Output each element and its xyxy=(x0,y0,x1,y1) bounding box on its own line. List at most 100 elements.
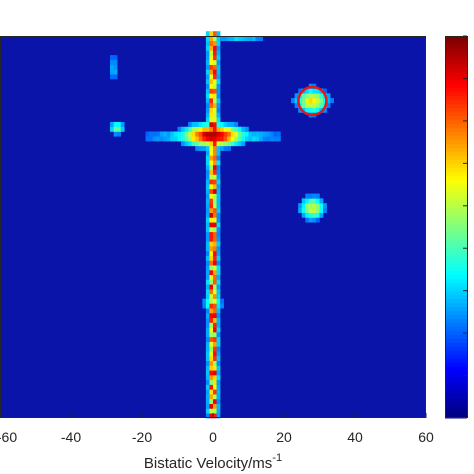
heatmap-cell xyxy=(305,102,310,108)
colorbar-segment xyxy=(445,171,467,176)
heatmap-cell xyxy=(181,131,185,137)
heatmap-cell xyxy=(241,131,246,137)
heatmap-cell xyxy=(205,265,210,271)
heatmap-cell xyxy=(205,236,210,242)
colorbar-segment xyxy=(445,306,467,312)
heatmap-cell xyxy=(216,102,221,108)
heatmap-cell xyxy=(262,131,267,137)
heatmap-cell xyxy=(110,126,114,132)
heatmap-cell xyxy=(110,74,114,80)
heatmap-cell xyxy=(205,398,210,404)
heatmap-cell xyxy=(216,360,221,366)
colorbar-segment xyxy=(445,278,467,284)
colorbar-segment xyxy=(445,135,467,140)
heatmap-cell xyxy=(177,136,182,142)
heatmap-cell xyxy=(209,360,214,366)
heatmap-cell xyxy=(209,370,214,376)
colorbar-segment xyxy=(445,266,467,272)
heatmap-cell xyxy=(241,136,246,142)
heatmap-cell xyxy=(308,198,313,204)
heatmap-cell xyxy=(209,141,214,147)
heatmap-cell xyxy=(220,126,224,132)
heatmap-cell xyxy=(244,126,249,132)
heatmap-cell xyxy=(205,64,210,70)
heatmap-cell xyxy=(205,375,210,381)
heatmap-cell xyxy=(205,36,210,42)
heatmap-cell xyxy=(301,98,306,104)
heatmap-cell xyxy=(205,274,210,280)
colorbar-segment xyxy=(445,99,467,105)
heatmap-cell xyxy=(213,413,217,419)
colorbar-segment xyxy=(445,290,467,296)
heatmap-cell xyxy=(259,36,263,42)
heatmap-cell xyxy=(323,88,327,94)
heatmap-cell xyxy=(319,102,324,108)
heatmap-cell xyxy=(205,160,210,166)
colorbar-segment xyxy=(445,155,467,160)
colorbar-segment xyxy=(445,163,467,168)
heatmap-cell xyxy=(205,384,210,390)
heatmap-cell xyxy=(209,303,214,309)
heatmap-cell xyxy=(312,212,317,218)
colorbar-segment xyxy=(445,302,467,308)
colorbar-segment xyxy=(445,75,467,81)
heatmap-cell xyxy=(213,59,217,65)
heatmap-cell xyxy=(319,198,324,204)
heatmap-cell xyxy=(205,45,210,51)
heatmap-cell xyxy=(205,184,210,190)
heatmap-cell xyxy=(205,360,210,366)
heatmap-cell xyxy=(198,136,203,142)
heatmap-cell xyxy=(220,145,224,151)
heatmap-cell xyxy=(315,88,320,94)
heatmap-cell xyxy=(202,145,207,151)
colorbar-segment xyxy=(445,107,467,113)
heatmap-cell xyxy=(117,131,121,137)
x-axis-tick-labels: -60 -40 -20 0 20 40 60 xyxy=(0,429,434,445)
heatmap-cell xyxy=(213,398,217,404)
heatmap-cell xyxy=(315,198,320,204)
heatmap-cell xyxy=(216,236,221,242)
heatmap-cell xyxy=(216,227,221,233)
heatmap-cell xyxy=(220,298,224,304)
colorbar-segment xyxy=(445,370,467,375)
heatmap-cell xyxy=(273,136,278,142)
heatmap-cell xyxy=(230,131,235,137)
heatmap-cell xyxy=(209,236,214,242)
colorbar-segment xyxy=(445,123,467,129)
colorbar-segment xyxy=(445,67,467,73)
heatmap-cell xyxy=(216,355,221,362)
heatmap-cell xyxy=(213,322,217,328)
colorbar-segment xyxy=(445,410,467,415)
heatmap-cell xyxy=(202,298,207,304)
heatmap-cell xyxy=(234,121,239,128)
heatmap-cell xyxy=(216,145,221,151)
heatmap-cell xyxy=(312,198,317,204)
colorbar-segment xyxy=(445,242,467,248)
heatmap-cell xyxy=(294,93,299,99)
colorbar-segment xyxy=(445,127,467,132)
colorbar-segment xyxy=(445,211,467,216)
heatmap-cell xyxy=(216,279,221,285)
heatmap-cell xyxy=(209,389,214,395)
heatmap-cell xyxy=(305,198,310,204)
heatmap-cell xyxy=(213,31,217,37)
heatmap-cell xyxy=(209,188,214,194)
colorbar-segment xyxy=(445,310,467,316)
heatmap-cell xyxy=(205,246,210,252)
x-axis-title-text: Bistatic Velocity/ms xyxy=(144,455,272,472)
heatmap-cell xyxy=(213,260,217,266)
heatmap-cell xyxy=(308,212,313,218)
colorbar-segment xyxy=(445,187,467,192)
x-tick-label: 20 xyxy=(276,429,292,445)
heatmap-cell xyxy=(216,93,221,99)
heatmap-cell xyxy=(209,74,214,80)
heatmap-cell xyxy=(205,93,210,99)
heatmap-cell xyxy=(223,136,228,142)
heatmap-cell xyxy=(216,98,221,104)
heatmap-cell xyxy=(259,136,263,142)
heatmap-cell xyxy=(220,131,224,137)
heatmap-cell xyxy=(209,298,214,304)
x-tick-label: 0 xyxy=(209,429,217,445)
heatmap-cell xyxy=(259,131,263,137)
colorbar-segment xyxy=(445,342,467,347)
